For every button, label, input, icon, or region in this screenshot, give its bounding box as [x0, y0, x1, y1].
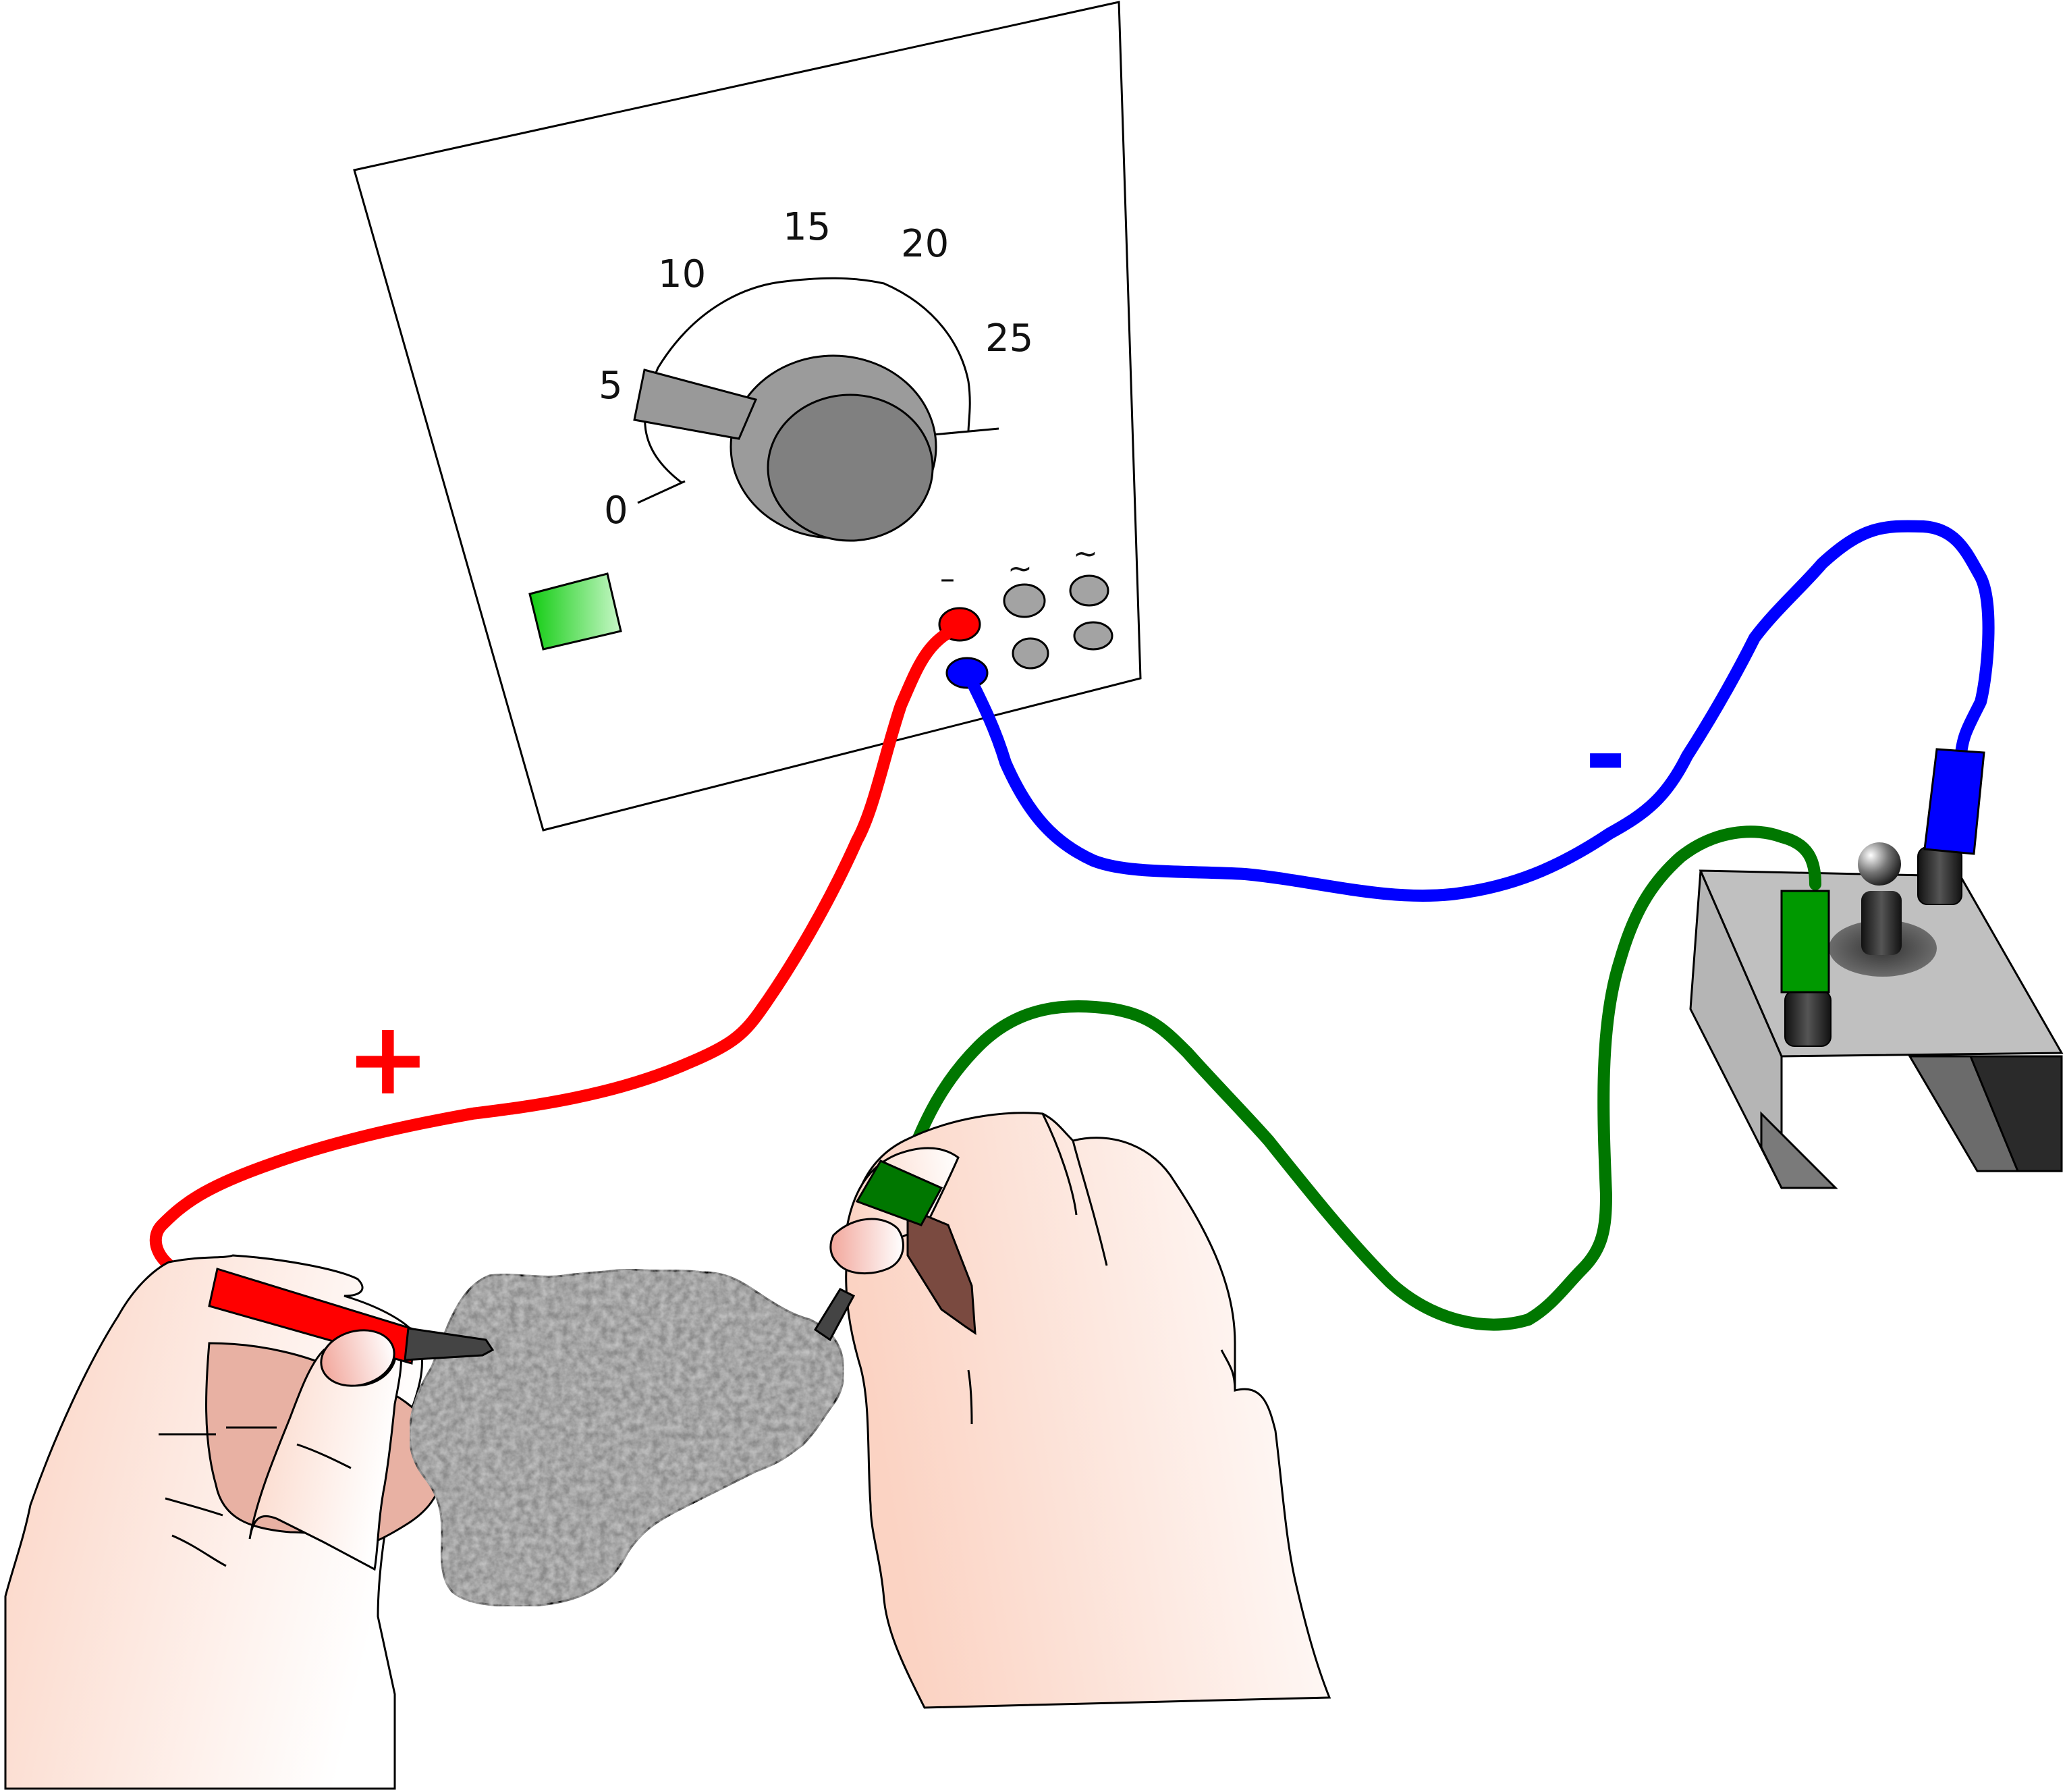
stand-left-inner [1760, 1111, 1838, 1189]
terminal-post-left[interactable] [1784, 990, 1832, 1047]
dial-label-25: 25 [985, 317, 1033, 360]
dial-label-10: 10 [658, 252, 706, 296]
left-hand-crease-5 [296, 1443, 352, 1469]
left-thumb-tip [320, 1329, 395, 1387]
dial-label-5: 5 [599, 364, 623, 408]
ac-socket-2b[interactable] [1073, 621, 1113, 651]
red-probe-tip [404, 1327, 495, 1361]
ac-socket-symbol-1: ~ [1008, 551, 1032, 586]
dial-label-0: 0 [604, 489, 628, 533]
right-hand-finger-line-2 [1072, 1140, 1108, 1266]
green-probe-body[interactable] [906, 1206, 976, 1335]
left-hand-icon [4, 1254, 444, 1790]
knob-cap [767, 393, 934, 542]
voltage-knob-icon[interactable] [633, 354, 937, 542]
left-hand-crease-2 [165, 1497, 223, 1517]
green-probe-handle[interactable] [855, 1160, 943, 1226]
right-thumb [829, 1218, 904, 1275]
ac-socket-1a[interactable] [1003, 583, 1046, 618]
terminal-stand-icon [1689, 842, 2064, 1189]
positive-lead-wire[interactable] [149, 625, 958, 1286]
ac-socket-2a[interactable] [1069, 574, 1109, 607]
ac-socket-symbol-2: ~ [1073, 537, 1098, 571]
ac-socket-1b[interactable] [1012, 637, 1049, 670]
right-hand-finger-line-1 [1041, 1113, 1078, 1216]
stand-post [1861, 891, 1902, 955]
stand-right-shadow [1968, 1055, 2063, 1172]
ground-lead-wire[interactable] [898, 825, 1821, 1331]
negative-polarity-label: - [1585, 697, 1626, 814]
dc-socket-symbol: – [940, 562, 955, 596]
dial-tick-zero [637, 480, 686, 504]
dial-label-15: 15 [783, 205, 831, 249]
negative-lead-wire[interactable] [962, 520, 1995, 902]
dial-label-20: 20 [901, 222, 949, 266]
right-hand-palm [845, 1112, 1331, 1709]
indicator-lamp-icon [528, 572, 622, 651]
right-hand-finger-line-3 [1220, 1349, 1236, 1391]
rock-sample [408, 1268, 845, 1608]
stand-post-ball [1858, 842, 1901, 886]
ground-test-probe-icon[interactable] [813, 1160, 976, 1342]
negative-plug[interactable] [1923, 748, 1985, 855]
rock-sample-icon [408, 1268, 845, 1608]
ground-plug[interactable] [1780, 890, 1830, 994]
green-probe-metal [813, 1288, 856, 1342]
positive-polarity-label: + [346, 1000, 431, 1118]
knob-pointer[interactable] [633, 369, 758, 440]
terminal-post-right[interactable] [1917, 846, 1962, 905]
dial-tick-max [925, 427, 999, 437]
power-supply-panel: 0 5 10 15 20 25 – ~ ~ [353, 1, 1142, 832]
left-hand-crease-3 [171, 1534, 227, 1567]
right-hand-finger-line-4 [967, 1369, 973, 1425]
